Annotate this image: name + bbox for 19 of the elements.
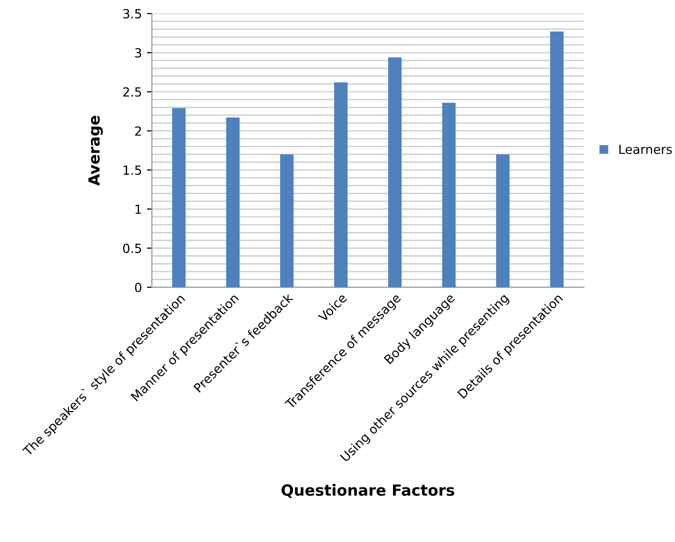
y-tick-label: 0.5 <box>123 244 142 254</box>
y-tick-label: 0 <box>135 282 142 292</box>
bar <box>334 82 348 288</box>
bar <box>388 57 402 288</box>
bar <box>226 118 240 288</box>
y-axis-title: Average <box>88 116 103 186</box>
y-tick-label: 1.5 <box>124 166 142 175</box>
bar <box>280 154 294 288</box>
y-tick-label: 1 <box>136 204 141 214</box>
x-axis-title: Questionare Factors <box>282 484 454 498</box>
y-tick-label: 2.5 <box>123 87 142 97</box>
bar <box>496 154 510 288</box>
legend-label: Learners <box>619 144 672 154</box>
y-tick-label: 3.5 <box>123 9 142 18</box>
bar <box>550 32 564 288</box>
bar <box>172 108 186 288</box>
bar <box>442 102 456 288</box>
y-tick-label: 2 <box>135 126 141 136</box>
y-tick-label: 3 <box>135 48 142 58</box>
